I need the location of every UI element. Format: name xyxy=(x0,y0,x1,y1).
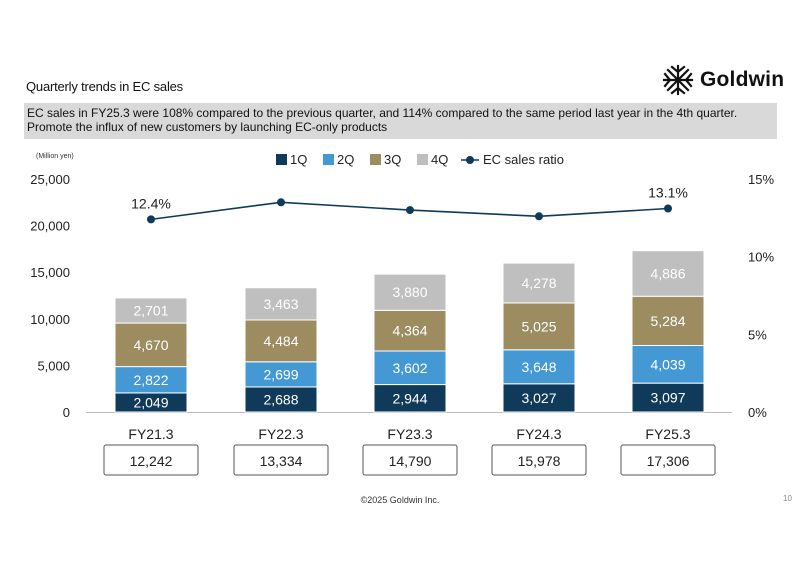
x-tick-label: FY22.3 xyxy=(258,426,303,442)
bar-segment-4q xyxy=(244,287,318,321)
bar-segment-1q xyxy=(631,382,705,413)
bar-data-label: 2,699 xyxy=(263,366,298,382)
bar-data-label: 4,364 xyxy=(392,323,427,339)
bar-segment-3q xyxy=(373,309,447,352)
bar-data-label: 2,944 xyxy=(392,390,427,406)
logo-wordmark: Goldwin xyxy=(700,68,785,91)
total-box xyxy=(103,444,199,476)
bar-data-label: 4,484 xyxy=(263,333,298,349)
bar-data-label: 5,025 xyxy=(521,318,556,334)
x-tick-label: FY25.3 xyxy=(645,426,690,442)
y-left-tick-label: 25,000 xyxy=(30,172,70,187)
total-label: 15,978 xyxy=(518,453,561,469)
bar-segment-4q xyxy=(631,250,705,297)
copyright-footer: ©2025 Goldwin Inc. xyxy=(360,495,440,505)
ec-ratio-point xyxy=(406,206,414,215)
x-tick-label: FY21.3 xyxy=(128,426,173,442)
bar-segment-1q xyxy=(502,383,576,413)
bar-data-label: 4,886 xyxy=(650,265,685,281)
y-right-tick-label: 15% xyxy=(748,172,774,187)
total-box xyxy=(620,444,716,476)
summary-line-2: Promote the influx of new customers by l… xyxy=(27,120,388,134)
bar-data-label: 3,097 xyxy=(650,390,685,406)
total-box xyxy=(233,444,329,476)
bar-segment-3q xyxy=(114,322,188,368)
bar-segment-3q xyxy=(631,295,705,346)
bar-data-label: 4,278 xyxy=(521,275,556,291)
bar-segment-2q xyxy=(373,350,447,386)
bar-data-label: 4,670 xyxy=(133,337,168,353)
y-left-tick-label: 10,000 xyxy=(30,312,70,327)
y-left-tick-label: 0 xyxy=(63,405,70,420)
bar-segment-4q xyxy=(502,262,576,304)
bar-data-label: 5,284 xyxy=(650,313,685,329)
ec-ratio-label: 12.4% xyxy=(131,195,171,211)
total-label: 14,790 xyxy=(389,453,432,469)
total-label: 13,334 xyxy=(260,453,303,469)
bar-segment-2q xyxy=(631,344,705,384)
total-box xyxy=(362,444,458,476)
y-right-tick-label: 5% xyxy=(748,327,767,342)
bar-data-label: 3,602 xyxy=(392,360,427,376)
y-left-tick-label: 15,000 xyxy=(30,265,70,280)
ec-sales-chart: (Million yen) 0 5,000 10,000 15,000 20,000 25,… xyxy=(30,152,774,476)
bar-segment-3q xyxy=(244,319,318,363)
bar-data-label: 3,648 xyxy=(521,359,556,375)
y-axis-unit-label: (Million yen) xyxy=(36,153,74,160)
ec-ratio-point xyxy=(147,215,155,224)
legend-swatch-2q xyxy=(323,154,334,165)
bar-segment-2q xyxy=(502,349,576,385)
legend-label: 2Q xyxy=(337,152,354,167)
goldwin-emblem-icon xyxy=(662,64,694,96)
legend-swatch-1q xyxy=(276,154,287,165)
page-number: 10 xyxy=(783,494,792,503)
legend-marker-ec-ratio xyxy=(466,156,474,164)
bar-segment-1q xyxy=(244,386,318,413)
bar-segment-4q xyxy=(373,273,447,311)
y-right-tick-label: 0% xyxy=(748,405,767,420)
y-left-tick-label: 20,000 xyxy=(30,219,70,234)
legend-label: 3Q xyxy=(384,152,401,167)
legend-swatch-4q xyxy=(417,154,428,165)
ec-ratio-point xyxy=(664,204,672,213)
ec-ratio-point xyxy=(535,212,543,221)
bar-data-label: 2,701 xyxy=(133,302,168,318)
bar-segment-3q xyxy=(502,302,576,351)
page-title: Quarterly trends in EC sales xyxy=(26,79,183,94)
legend-label: EC sales ratio xyxy=(483,152,564,167)
legend-label: 4Q xyxy=(431,152,448,167)
legend-label: 1Q xyxy=(290,152,307,167)
bar-data-label: 2,688 xyxy=(263,391,298,407)
x-tick-label: FY24.3 xyxy=(516,426,561,442)
ec-ratio-point xyxy=(277,198,285,207)
summary-box: EC sales in FY25.3 were 108% compared to… xyxy=(24,103,777,139)
x-tick-label: FY23.3 xyxy=(387,426,432,442)
total-label: 17,306 xyxy=(647,453,690,469)
y-left-tick-label: 5,000 xyxy=(37,358,70,373)
bar-data-label: 3,027 xyxy=(521,390,556,406)
ec-ratio-label: 13.1% xyxy=(648,185,688,201)
bar-data-label: 3,880 xyxy=(392,284,427,300)
bar-data-label: 4,039 xyxy=(650,356,685,372)
goldwin-logo: Goldwin xyxy=(662,64,784,96)
bar-data-label: 2,822 xyxy=(133,372,168,388)
bar-segment-1q xyxy=(373,384,447,413)
bar-segment-2q xyxy=(114,366,188,394)
legend-swatch-3q xyxy=(370,154,381,165)
total-label: 12,242 xyxy=(130,453,173,469)
y-right-tick-label: 10% xyxy=(748,250,774,265)
bar-data-label: 2,049 xyxy=(133,394,168,410)
bar-segment-4q xyxy=(114,297,188,324)
bar-data-label: 3,463 xyxy=(263,296,298,312)
total-box xyxy=(491,444,587,476)
summary-line-1: EC sales in FY25.3 were 108% compared to… xyxy=(27,106,738,120)
